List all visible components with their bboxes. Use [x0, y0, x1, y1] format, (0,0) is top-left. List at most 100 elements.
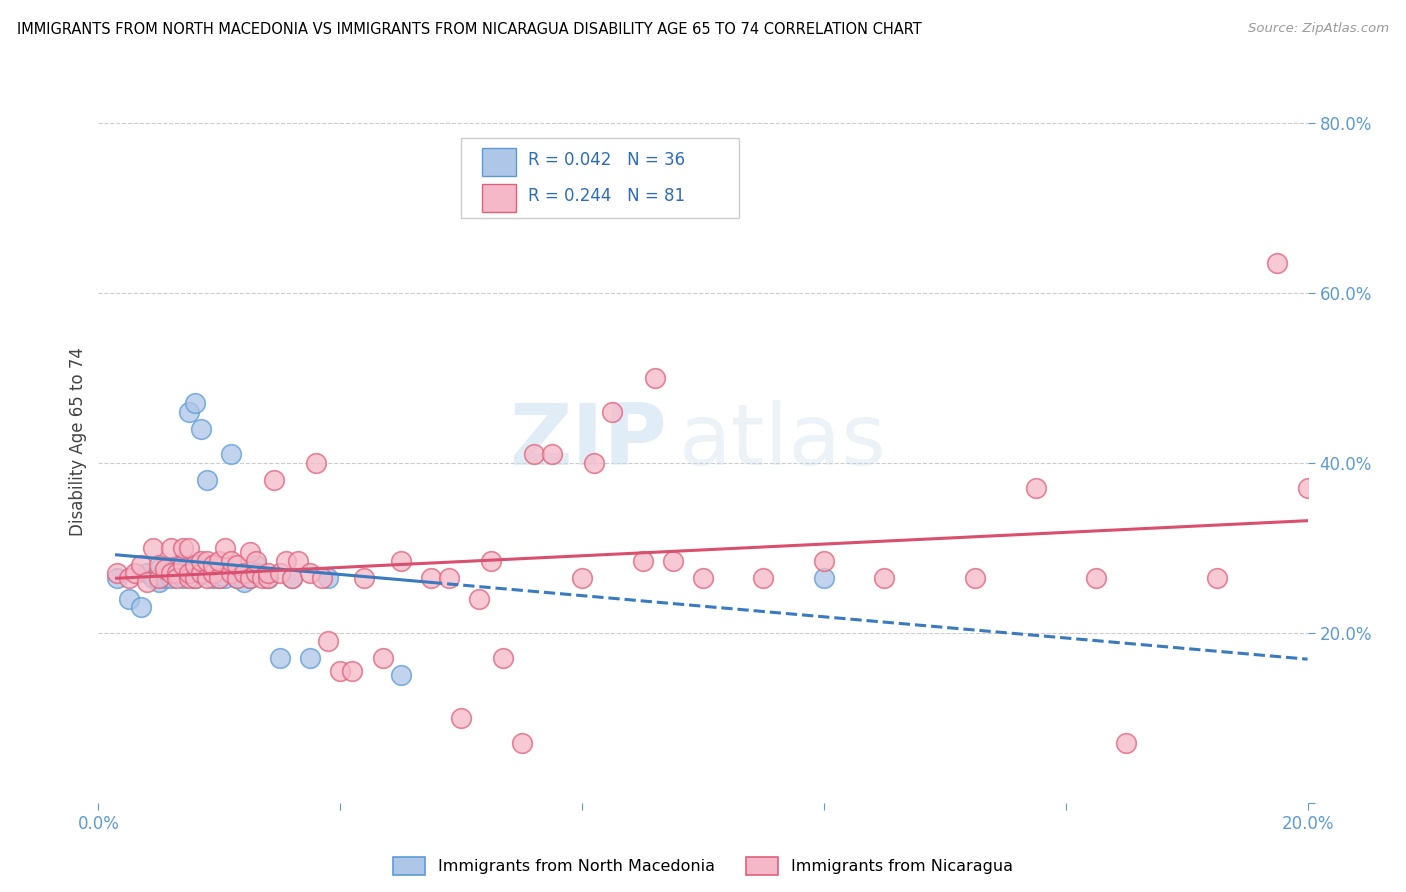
Point: [195, 553, 218, 567]
Point: [281, 570, 304, 584]
Point: [1085, 570, 1108, 584]
Point: [1115, 736, 1137, 750]
Point: [329, 664, 352, 678]
Point: [239, 545, 262, 559]
Point: [571, 570, 593, 584]
Y-axis label: Disability Age 65 to 74: Disability Age 65 to 74: [69, 347, 87, 536]
Point: [311, 570, 333, 584]
Point: [510, 736, 533, 750]
Point: [105, 570, 128, 584]
Point: [583, 456, 606, 470]
Point: [226, 570, 249, 584]
Point: [692, 570, 714, 584]
Point: [389, 553, 412, 567]
Point: [160, 566, 183, 581]
Point: [274, 553, 297, 567]
Text: R = 0.244   N = 81: R = 0.244 N = 81: [527, 187, 685, 205]
FancyBboxPatch shape: [461, 138, 740, 218]
FancyBboxPatch shape: [482, 185, 516, 211]
Point: [226, 558, 249, 572]
Point: [299, 566, 322, 581]
Point: [250, 570, 273, 584]
Point: [148, 574, 170, 589]
Point: [153, 562, 176, 576]
Point: [124, 566, 146, 581]
Point: [371, 651, 394, 665]
Point: [129, 558, 152, 572]
Point: [160, 566, 183, 581]
Point: [166, 566, 188, 581]
Point: [256, 570, 278, 584]
Point: [184, 396, 207, 410]
Point: [256, 566, 278, 581]
Point: [1267, 256, 1289, 270]
Point: [256, 570, 278, 584]
Point: [644, 371, 666, 385]
Point: [148, 562, 170, 576]
Point: [190, 558, 212, 572]
Point: [179, 405, 201, 419]
Point: [190, 422, 212, 436]
Point: [353, 570, 375, 584]
Point: [190, 566, 212, 581]
Point: [232, 574, 254, 589]
Point: [214, 570, 236, 584]
Point: [287, 553, 309, 567]
Point: [226, 570, 249, 584]
Point: [221, 566, 243, 581]
Point: [316, 634, 339, 648]
FancyBboxPatch shape: [482, 148, 516, 176]
Point: [184, 570, 207, 584]
Point: [1024, 481, 1046, 495]
Point: [342, 664, 364, 678]
Point: [208, 570, 231, 584]
Point: [179, 566, 201, 581]
Point: [232, 566, 254, 581]
Point: [179, 570, 201, 584]
Point: [239, 570, 262, 584]
Point: [142, 541, 165, 555]
Text: ZIP: ZIP: [509, 400, 666, 483]
Legend: Immigrants from North Macedonia, Immigrants from Nicaragua: Immigrants from North Macedonia, Immigra…: [387, 851, 1019, 882]
Point: [245, 566, 267, 581]
Point: [172, 570, 194, 584]
Point: [105, 566, 128, 581]
Point: [316, 570, 339, 584]
Point: [492, 651, 515, 665]
Point: [269, 566, 291, 581]
Point: [172, 566, 194, 581]
Point: [813, 553, 835, 567]
Point: [214, 541, 236, 555]
Point: [135, 566, 157, 581]
Point: [166, 566, 188, 581]
Point: [481, 553, 503, 567]
Point: [179, 558, 201, 572]
Point: [1206, 570, 1229, 584]
Point: [305, 456, 328, 470]
Point: [135, 574, 157, 589]
Point: [468, 591, 491, 606]
Point: [202, 558, 225, 572]
Point: [148, 558, 170, 572]
Point: [172, 558, 194, 572]
Point: [208, 553, 231, 567]
Point: [1296, 481, 1319, 495]
Point: [873, 570, 896, 584]
Text: IMMIGRANTS FROM NORTH MACEDONIA VS IMMIGRANTS FROM NICARAGUA DISABILITY AGE 65 T: IMMIGRANTS FROM NORTH MACEDONIA VS IMMIG…: [17, 22, 921, 37]
Point: [202, 566, 225, 581]
Point: [142, 570, 165, 584]
Point: [269, 651, 291, 665]
Point: [752, 570, 775, 584]
Point: [160, 541, 183, 555]
Text: R = 0.042   N = 36: R = 0.042 N = 36: [527, 151, 685, 169]
Point: [153, 570, 176, 584]
Point: [184, 558, 207, 572]
Point: [184, 570, 207, 584]
Point: [190, 553, 212, 567]
Point: [661, 553, 683, 567]
Point: [221, 447, 243, 461]
Point: [523, 447, 546, 461]
Point: [129, 600, 152, 615]
Point: [813, 570, 835, 584]
Point: [208, 570, 231, 584]
